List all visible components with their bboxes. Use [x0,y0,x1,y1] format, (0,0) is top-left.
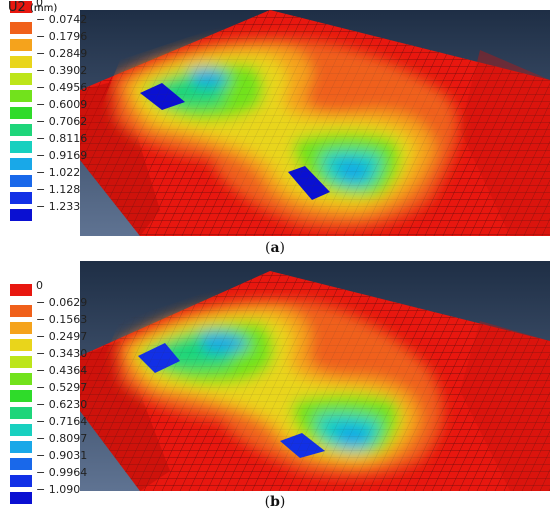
legend-title-b: U2 (mm) [8,0,58,15]
legend-entry: − 0.4364 [10,364,150,385]
legend-value: − 0.6230 [36,398,88,411]
legend-entry: − 0.5297 [10,381,150,402]
legend-value: − 0.7062 [36,115,88,128]
legend-value: − 0.9169 [36,149,88,162]
legend-entry: − 0.9169 [10,149,150,170]
legend-swatch [10,124,32,136]
legend-value: − 0.3430 [36,347,88,360]
legend-swatch [10,209,32,221]
legend-value: − 0.4364 [36,364,88,377]
legend-swatch [10,390,32,402]
legend-swatch [10,175,32,187]
legend-swatch [10,90,32,102]
legend-value: 0 [36,0,43,9]
legend-swatch [10,305,32,317]
legend-swatch [10,373,32,385]
legend-swatch [10,284,32,296]
legend-entry: − 1.128 [10,183,150,204]
legend-value: − 0.0629 [36,296,88,309]
legend-entry: − 0.2497 [10,330,150,351]
legend-value: − 0.3902 [36,64,88,77]
legend-entry: − 1.233 [10,200,150,221]
legend-value: − 0.8097 [36,432,88,445]
legend-swatch [10,141,32,153]
legend-entry: − 0.1563 [10,313,150,334]
legend-value: − 1.022 [36,166,81,179]
figure-panel-a [0,0,550,236]
legend-swatch [10,107,32,119]
legend-entry: − 0.2849 [10,47,150,68]
legend-entry: − 0.0629 [10,296,150,317]
legend-value: − 1.090 [36,483,81,496]
legend-entry: − 0.4956 [10,81,150,102]
legend-entry: − 0.1796 [10,30,150,51]
legend-value: − 0.1563 [36,313,88,326]
legend-entry: − 0.7062 [10,115,150,136]
legend-entry: − 0.3902 [10,64,150,85]
legend-swatch [10,475,32,487]
legend-swatch [10,339,32,351]
legend-entry: − 1.022 [10,166,150,187]
legend-swatch [10,158,32,170]
legend-value: − 0.0742 [36,13,88,26]
legend-swatch [10,356,32,368]
figure-panel-b [0,261,550,491]
legend-entry: − 0.9964 [10,466,150,487]
legend-entry: − 0.6009 [10,98,150,119]
legend-swatch [10,73,32,85]
legend-swatch [10,458,32,470]
legend-swatch [10,56,32,68]
legend-entry: − 0.8116 [10,132,150,153]
legend-swatch [10,441,32,453]
legend-value: − 0.9031 [36,449,88,462]
contour-plot-a [80,10,550,236]
legend-value: − 0.5297 [36,381,88,394]
legend-value: 0 [36,279,43,292]
legend-value: − 0.2497 [36,330,88,343]
legend-value: − 0.8116 [36,132,88,145]
legend-entry: 0 [10,279,150,300]
contour-plot-b [80,261,550,491]
legend-swatch [10,424,32,436]
color-legend-a: 0 − 0.0742 − 0.1796 − 0.2849 − 0.3902 − 0.495… [10,0,150,221]
caption-a: (a) [264,240,285,256]
color-legend-b: 0 − 0.0629 − 0.1563 − 0.2497 − 0.3430 − 0.436… [10,279,150,504]
legend-swatch [10,492,32,504]
legend-swatch [10,22,32,34]
legend-value: − 0.1796 [36,30,88,43]
legend-value: − 0.9964 [36,466,88,479]
legend-entry: − 0.7164 [10,415,150,436]
legend-entry: − 0.3430 [10,347,150,368]
legend-swatch [10,322,32,334]
legend-swatch [10,39,32,51]
legend-swatch [10,1,32,13]
legend-swatch [10,407,32,419]
legend-entry: − 0.8097 [10,432,150,453]
legend-value: − 0.6009 [36,98,88,111]
legend-entry: − 0.6230 [10,398,150,419]
caption-b: (b) [264,494,286,510]
legend-value: − 0.2849 [36,47,88,60]
legend-entry: − 0.0742 [10,13,150,34]
legend-value: − 0.4956 [36,81,88,94]
legend-value: − 0.7164 [36,415,88,428]
legend-value: − 1.233 [36,200,81,213]
legend-entry: − 0.9031 [10,449,150,470]
legend-entry: − 1.090 [10,483,150,504]
legend-entry: 0 [10,0,150,17]
legend-swatch [10,192,32,204]
legend-value: − 1.128 [36,183,81,196]
